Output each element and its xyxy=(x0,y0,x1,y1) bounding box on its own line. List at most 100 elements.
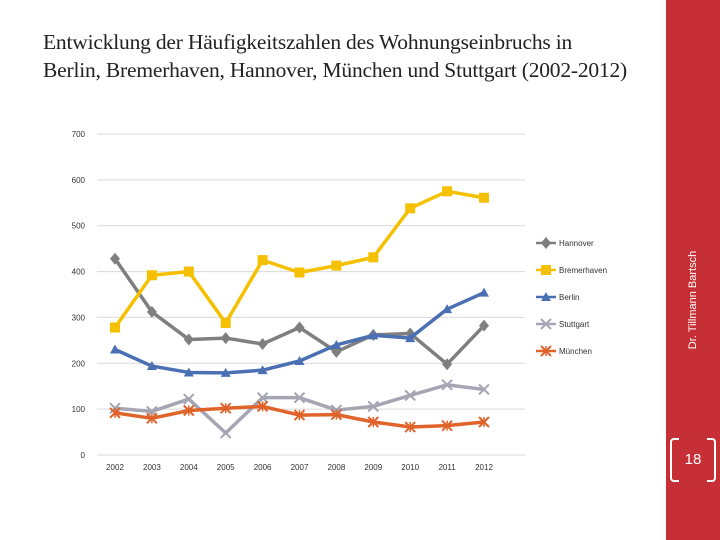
data-point-muenchen xyxy=(404,421,416,433)
page-number-bracket-right xyxy=(707,438,716,482)
data-point-stuttgart xyxy=(183,393,195,405)
data-point-stuttgart xyxy=(367,400,380,413)
y-tick-label: 400 xyxy=(72,268,86,277)
legend-label-bremerhaven: Bremerhaven xyxy=(559,266,607,275)
data-point-berlin xyxy=(257,365,268,375)
y-tick-label: 200 xyxy=(72,359,86,368)
y-tick-label: 0 xyxy=(81,451,86,460)
data-point-berlin xyxy=(479,287,489,297)
data-point-berlin xyxy=(183,367,194,377)
legend-marker-berlin xyxy=(541,292,551,301)
data-point-berlin xyxy=(405,333,416,343)
legend-marker-bremerhaven xyxy=(541,265,551,275)
y-axis: 0 100 200 300 400 500 600 700 xyxy=(72,130,86,460)
data-point-hannover xyxy=(146,305,157,318)
legend-marker-stuttgart xyxy=(540,318,552,330)
data-point-bremerhaven xyxy=(110,322,120,333)
series-berlin xyxy=(110,287,489,377)
x-tick-label: 2009 xyxy=(364,463,382,472)
y-tick-label: 700 xyxy=(72,130,86,139)
series-lines xyxy=(109,186,490,439)
data-point-hannover xyxy=(110,252,120,265)
data-point-stuttgart xyxy=(293,391,306,404)
x-tick-label: 2004 xyxy=(180,463,198,472)
legend-item-bremerhaven: Bremerhaven xyxy=(536,265,607,275)
legend-item-stuttgart: Stuttgart xyxy=(536,318,590,330)
x-tick-label: 2007 xyxy=(291,463,309,472)
legend-label-hannover: Hannover xyxy=(559,239,594,248)
data-point-muenchen xyxy=(183,404,195,417)
data-point-berlin xyxy=(110,344,120,354)
data-point-bremerhaven xyxy=(146,270,157,281)
author-label: Dr. Tillmann Bartsch xyxy=(687,250,699,350)
slide-title-line-1: Entwicklung der Häufigkeitszahlen des Wo… xyxy=(43,30,573,54)
legend-label-stuttgart: Stuttgart xyxy=(559,320,590,329)
data-point-hannover xyxy=(479,319,489,332)
data-point-bremerhaven xyxy=(183,266,194,277)
page-number: 18 xyxy=(670,438,716,482)
x-tick-label: 2012 xyxy=(475,463,493,472)
legend-item-hannover: Hannover xyxy=(536,237,594,249)
data-point-berlin xyxy=(442,304,453,314)
legend-item-berlin: Berlin xyxy=(536,292,579,302)
data-point-bremerhaven xyxy=(368,252,379,263)
data-point-bremerhaven xyxy=(257,255,268,266)
y-tick-label: 500 xyxy=(72,222,86,231)
data-point-muenchen xyxy=(367,416,380,428)
data-point-hannover xyxy=(257,338,268,351)
data-point-muenchen xyxy=(109,407,121,419)
data-point-hannover xyxy=(442,358,453,371)
x-tick-label: 2006 xyxy=(254,463,272,472)
series-bremerhaven xyxy=(110,186,489,333)
slide-title: Entwicklung der Häufigkeitszahlen des Wo… xyxy=(43,28,653,84)
data-point-bremerhaven xyxy=(220,317,231,328)
data-point-berlin xyxy=(146,361,157,371)
data-point-stuttgart xyxy=(441,379,453,391)
legend-marker-hannover xyxy=(541,237,551,249)
y-tick-label: 300 xyxy=(72,313,86,322)
data-point-muenchen xyxy=(330,408,343,421)
y-tick-label: 100 xyxy=(72,405,86,414)
data-point-stuttgart xyxy=(478,383,490,396)
x-tick-label: 2005 xyxy=(217,463,235,472)
data-point-hannover xyxy=(294,321,305,334)
data-point-berlin xyxy=(368,330,379,340)
y-tick-label: 600 xyxy=(72,176,86,185)
series-muenchen xyxy=(109,400,490,433)
data-point-muenchen xyxy=(293,409,306,421)
x-tick-label: 2008 xyxy=(328,463,346,472)
data-point-muenchen xyxy=(146,412,158,425)
data-point-muenchen xyxy=(219,402,232,414)
legend-item-muenchen: München xyxy=(536,345,592,357)
page-number-value: 18 xyxy=(684,450,702,468)
data-point-bremerhaven xyxy=(331,260,342,271)
data-point-hannover xyxy=(183,333,194,346)
data-point-stuttgart xyxy=(404,389,416,402)
sidebar-band xyxy=(666,0,720,540)
x-tick-label: 2003 xyxy=(143,463,161,472)
x-tick-label: 2010 xyxy=(401,463,419,472)
legend: Hannover Bremerhaven Berlin Stuttgart Münche… xyxy=(536,237,607,357)
x-axis: 2002 2003 2004 2005 2006 2007 2008 2009 2010 2011… xyxy=(106,463,493,472)
data-point-muenchen xyxy=(478,416,490,428)
data-point-berlin xyxy=(331,339,342,349)
series-line-bremerhaven xyxy=(113,189,486,330)
series-stuttgart xyxy=(109,379,490,439)
data-point-stuttgart xyxy=(219,427,232,439)
data-point-hannover xyxy=(220,332,231,345)
data-point-muenchen xyxy=(256,400,269,413)
legend-marker-muenchen xyxy=(540,345,552,357)
data-point-stuttgart xyxy=(256,391,269,404)
page-number-bracket-left xyxy=(670,438,679,482)
data-point-berlin xyxy=(294,355,305,365)
data-point-bremerhaven xyxy=(405,203,416,214)
x-tick-label: 2011 xyxy=(438,463,456,472)
x-tick-label: 2002 xyxy=(106,463,124,472)
legend-label-berlin: Berlin xyxy=(559,293,579,302)
data-point-muenchen xyxy=(441,419,453,432)
data-point-bremerhaven xyxy=(442,186,453,197)
data-point-bremerhaven xyxy=(479,192,489,203)
data-point-berlin xyxy=(220,367,231,377)
data-point-bremerhaven xyxy=(294,267,305,278)
